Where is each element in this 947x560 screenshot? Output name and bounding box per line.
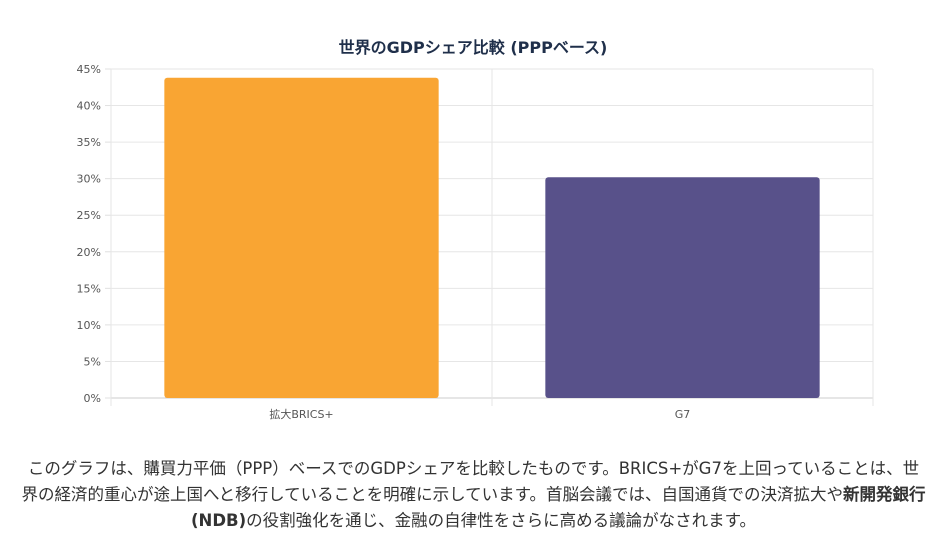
y-tick-label: 15% [77, 282, 101, 295]
bar-2 [545, 177, 820, 398]
chart-caption: このグラフは、購買力平価（PPP）ベースでのGDPシェアを比較したものです。BR… [20, 456, 927, 534]
y-tick-label: 5% [84, 355, 101, 368]
y-tick-label: 35% [77, 136, 101, 149]
y-tick-label: 20% [77, 246, 101, 259]
y-tick-label: 10% [77, 319, 101, 332]
axis-labels: 0% 5% 10% 15% 20% 25% 30% 35% 40% 45% 拡大BRICS+ G7 [77, 63, 691, 421]
caption-text-1: このグラフは、購買力平価（PPP）ベースでのGDPシェアを比較したものです。BR… [21, 459, 920, 504]
chart-title: 世界のGDPシェア比較 (PPPベース) [339, 38, 608, 57]
y-tick-label: 40% [77, 100, 101, 113]
bars [164, 77, 820, 399]
y-tick-label: 30% [77, 173, 101, 186]
y-tick-label: 45% [77, 63, 101, 76]
y-tick-label: 0% [84, 392, 101, 405]
x-category-label: G7 [675, 408, 691, 421]
gdp-share-chart: 世界のGDPシェア比較 (PPPベース) 0% 5% 10% 15% 20% 25% 30%… [77, 38, 874, 421]
bar-1 [164, 77, 439, 399]
x-category-label: 拡大BRICS+ [269, 407, 333, 421]
caption-highlight: 新開発銀行(NDB) [190, 485, 926, 530]
y-tick-label: 25% [77, 209, 101, 222]
caption-text-2: の役割強化を通じ、金融の自律性をさらに高める議論がなされます。 [246, 511, 757, 530]
